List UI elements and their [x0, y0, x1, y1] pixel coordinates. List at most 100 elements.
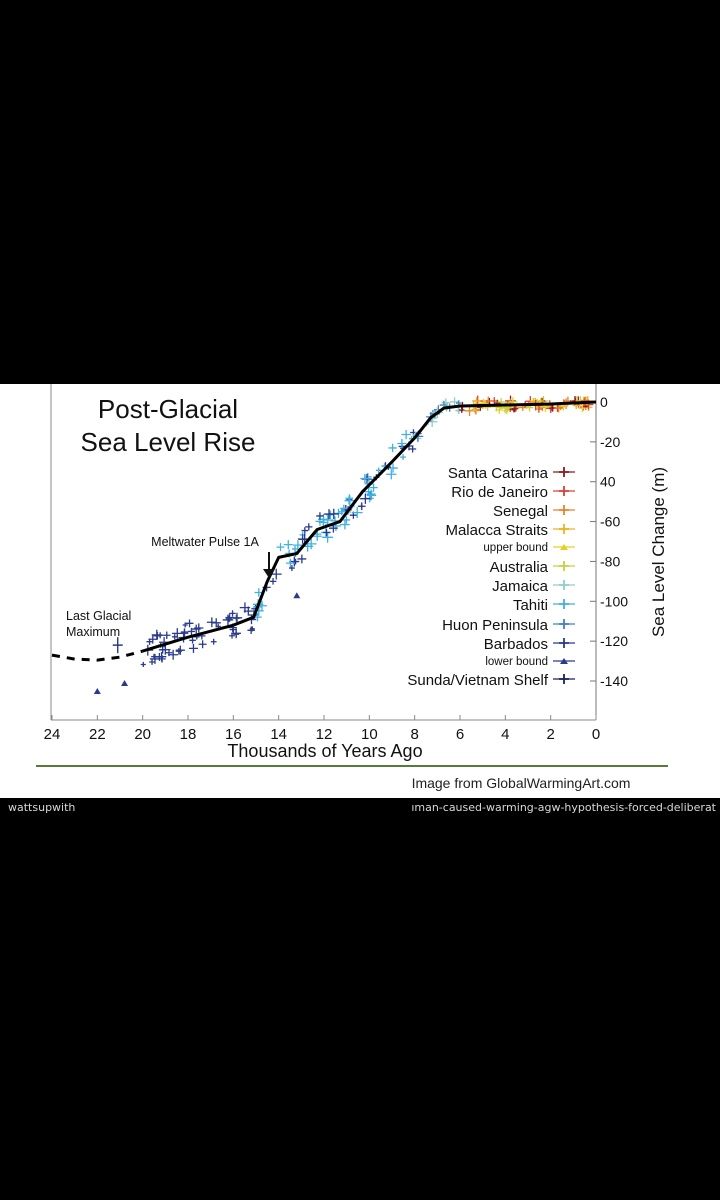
data-point: [229, 632, 235, 639]
sea-level-chart: 24 22 20 18 16 14 12 10 8 6 4 2 0 0-2040-60-80-100-1…: [36, 384, 668, 791]
data-point: [357, 502, 366, 511]
data-point: [322, 514, 334, 526]
data-point: [155, 653, 164, 661]
data-point: [305, 523, 313, 531]
data-point: [366, 490, 377, 501]
data-point: [450, 397, 460, 407]
legend-label: Sunda/Vietnam Shelf: [407, 672, 548, 689]
x-tick-label: 12: [316, 726, 333, 743]
x-tick-label: 14: [270, 726, 287, 743]
data-point: [249, 626, 255, 632]
data-point: [292, 558, 299, 565]
data-point: [222, 614, 234, 626]
data-point: [322, 531, 334, 543]
legend-label: Huon Peninsula: [442, 617, 549, 634]
legend-label: Malacca Straits: [445, 522, 548, 539]
data-point: [140, 661, 146, 668]
data-point: [225, 613, 234, 622]
chart-figure: 24 22 20 18 16 14 12 10 8 6 4 2 0 0 -20 40 -60 -80 -100 -1…: [0, 384, 720, 798]
data-point: [168, 649, 179, 660]
data-point: [305, 538, 317, 550]
legend-label: upper bound: [483, 542, 548, 554]
x-tick-label: 16: [225, 726, 242, 743]
data-point: [297, 534, 308, 544]
data-point: [180, 628, 189, 636]
data-point: [194, 623, 204, 633]
data-point: [338, 508, 346, 516]
data-point: [157, 632, 164, 639]
data-point: [360, 493, 371, 504]
data-point: [286, 558, 295, 568]
x-tick-label: 2: [546, 726, 554, 743]
legend-marker: [559, 561, 569, 571]
y-tick-label: -60: [600, 514, 620, 530]
legend-marker: [559, 674, 569, 684]
x-tick-label: 4: [501, 726, 509, 743]
data-point: [283, 540, 293, 550]
x-axis-label: Thousands of Years Ago: [227, 741, 422, 761]
data-point: [324, 509, 334, 519]
data-point: [388, 463, 398, 473]
data-point: [369, 483, 378, 492]
data-point: [297, 554, 307, 564]
chart-title-line-1: Post-Glacial: [98, 394, 238, 424]
x-tick-label: 22: [89, 726, 106, 743]
data-point: [149, 659, 155, 665]
caption-bar: wattsupwith ıman-caused-warming-agw-hypo…: [0, 798, 720, 818]
legend-label: Jamaica: [492, 578, 549, 595]
legend-marker: [559, 599, 569, 609]
legend-marker: [559, 580, 569, 590]
data-point: [146, 638, 153, 645]
legend-marker: [559, 638, 569, 648]
data-point: [535, 405, 543, 413]
data-point: [386, 469, 397, 480]
data-point: [229, 610, 236, 617]
caption-right-text[interactable]: ıman-caused-warming-agw-hypothesis-force…: [411, 801, 716, 814]
data-point: [171, 634, 178, 640]
y-ticks: 0 -20 40 -60 -80 -100 -120 -140: [590, 394, 628, 689]
data-point: [247, 626, 255, 635]
x-ticks: 24 22 20 18 16 14 12 10 8 6 4 2 0: [44, 715, 600, 743]
data-point: [360, 473, 370, 484]
legend-marker: [559, 505, 569, 515]
y-axis-label: Sea Level Change (m): [649, 467, 668, 637]
data-point: [472, 397, 481, 405]
y-tick-label: -100: [600, 593, 628, 609]
data-point: [189, 637, 196, 644]
x-tick-label: 10: [361, 726, 378, 743]
data-point: [121, 679, 129, 686]
data-point: [400, 454, 406, 461]
data-point: [316, 512, 324, 520]
caption-left-text[interactable]: wattsupwith: [8, 801, 76, 814]
data-point: [243, 606, 253, 616]
data-point: [188, 643, 198, 653]
legend-marker: [559, 486, 569, 496]
source-credit: Image from GlobalWarmingArt.com: [412, 775, 631, 791]
meltwater-arrow-head: [263, 569, 275, 578]
data-point: [163, 631, 171, 639]
data-point: [340, 519, 350, 530]
legend-label: Australia: [490, 559, 549, 576]
trend-line-dashed-extrapolation: [51, 649, 144, 662]
legend-label: Rio de Janeiro: [451, 484, 548, 501]
data-point: [112, 637, 123, 654]
data-point: [175, 648, 182, 655]
data-point: [198, 640, 207, 649]
data-point: [312, 531, 322, 541]
legend: Santa Catarina Rio de Janeiro Senegal Malac…: [407, 465, 575, 689]
data-point: [270, 568, 282, 580]
data-point: [345, 496, 354, 505]
trend-lines: [51, 400, 597, 662]
x-tick-label: 0: [592, 726, 600, 743]
legend-label: Tahiti: [513, 597, 548, 614]
legend-label: Senegal: [493, 503, 548, 520]
data-point: [301, 527, 309, 534]
trend-line-trend: [142, 400, 597, 653]
annotation-meltwater-pulse: Meltwater Pulse 1A: [151, 535, 259, 549]
data-point: [322, 528, 331, 537]
data-point: [458, 407, 465, 413]
data-point: [165, 649, 173, 657]
data-point: [182, 622, 188, 628]
chart-title-line-2: Sea Level Rise: [81, 427, 256, 457]
data-point: [206, 617, 217, 628]
